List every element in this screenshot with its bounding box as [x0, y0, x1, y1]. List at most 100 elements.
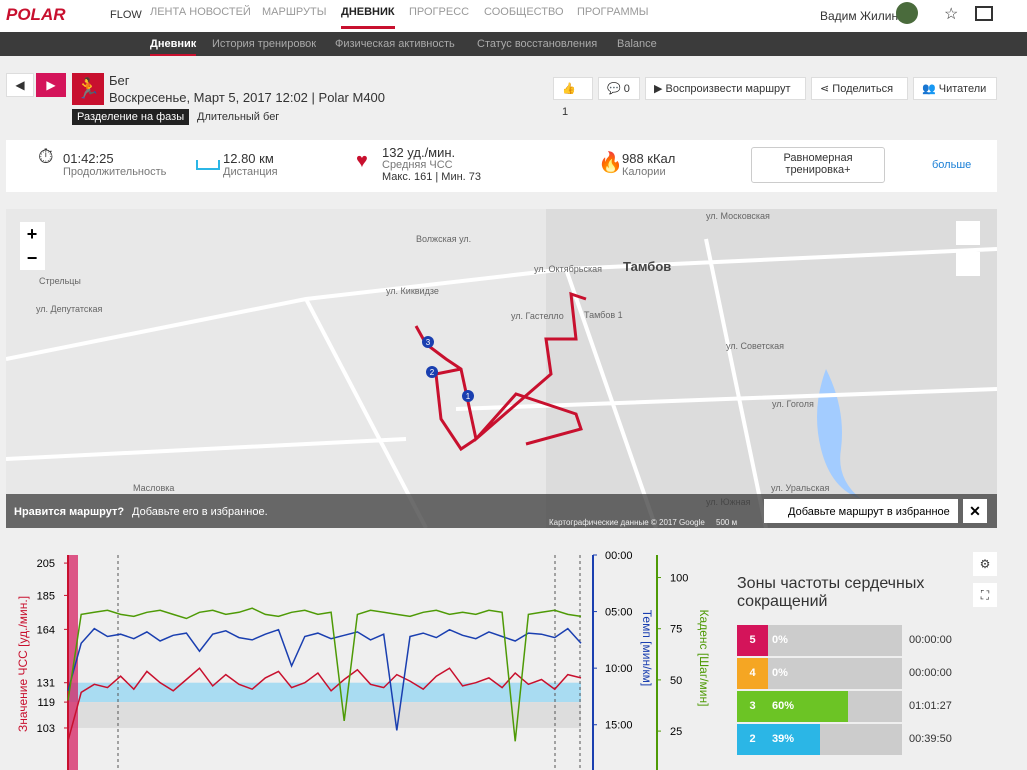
nav-item[interactable]: ПРОГРЕСС — [409, 6, 470, 18]
duration-label: Продолжительность — [63, 166, 167, 178]
zones-title: Зоны частоты сердечных сокращений — [737, 575, 925, 610]
map-label: ул. Гастелло — [511, 311, 564, 321]
banner-text: Добавьте его в избранное. — [132, 506, 268, 518]
comment-button[interactable]: 💬 0 — [598, 77, 640, 100]
chat-icon[interactable] — [975, 6, 993, 21]
next-button[interactable]: ▶ — [36, 73, 66, 97]
comments: 0 — [623, 83, 630, 95]
hr-tick-label: 103 — [37, 723, 55, 735]
cadence-tick-label: 100 — [670, 573, 688, 585]
pager: ◀ ▶ — [6, 73, 66, 97]
hr-tick-label: 131 — [37, 678, 55, 690]
close-icon: ✕ — [969, 503, 981, 519]
hr-tick-label: 185 — [37, 590, 55, 602]
sub-nav-item[interactable]: Balance — [617, 38, 657, 50]
map-label: Тамбов 1 — [584, 310, 623, 320]
logo[interactable]: POLAR — [6, 5, 66, 24]
zone-time: 00:00:00 — [909, 634, 952, 646]
date: Воскресенье, Март 5, 2017 12:02 | Polar … — [109, 90, 386, 105]
product: FLOW — [110, 9, 142, 21]
likes: 1 — [562, 106, 569, 118]
zone-number: 4 — [737, 658, 768, 689]
hr-min: Мин. 73 — [441, 171, 482, 183]
share-button[interactable]: ⋖ Поделиться — [811, 77, 908, 100]
nav-item[interactable]: МАРШРУТЫ — [262, 6, 327, 18]
sport-icon: 🏃 — [72, 73, 104, 105]
nav-item[interactable]: СООБЩЕСТВО — [484, 6, 564, 18]
nav-item[interactable]: ПРОГРАММЫ — [577, 6, 649, 18]
summary: ⏱ 01:42:25 Продолжительность 12.80 км Ди… — [6, 140, 997, 192]
close-button[interactable] — [963, 499, 987, 523]
route-marker — [462, 390, 474, 402]
map[interactable]: Тамбов Стрельцы Масловка ул. Октябрьская ул.… — [6, 209, 997, 528]
map-label: ул. Депутатская — [36, 304, 103, 314]
nav-item[interactable]: ДНЕВНИК — [341, 6, 395, 29]
zone-bar — [768, 724, 821, 755]
distance-label: Дистанция — [223, 166, 278, 178]
star-icon[interactable]: ☆ — [944, 6, 959, 23]
route-marker — [422, 336, 434, 348]
replay-button[interactable]: ▶ Воспроизвести маршрут — [645, 77, 806, 100]
hr-label: Средняя ЧСС — [382, 159, 453, 171]
map-label: Волжская ул. — [416, 234, 471, 244]
prev-button[interactable]: ◀ — [6, 73, 34, 97]
calories: 988 кКал — [622, 151, 676, 166]
hr: 132 уд./мин. — [382, 145, 456, 160]
replay-label: Воспроизвести маршрут — [665, 83, 791, 95]
sub-nav: Дневник История тренировок Физическая акти… — [0, 32, 1027, 56]
followers-button[interactable]: 👥 Читатели — [913, 77, 997, 100]
pace-tick-label: 10:00 — [605, 663, 633, 675]
zoom-out[interactable]: − — [27, 248, 38, 268]
avatar[interactable] — [896, 2, 918, 24]
phase: Длительный бег — [197, 111, 280, 123]
banner-question: Нравится маршрут? — [14, 506, 124, 518]
pace-axis-label: Темп [мин/км] — [640, 610, 654, 687]
cadence-tick-label: 75 — [670, 624, 682, 636]
copyright: Картографические данные © 2017 Google — [549, 518, 705, 527]
cadence-axis-label: Каденс [Шаг/мин] — [697, 610, 711, 707]
pace-tick-label: 00:00 — [605, 550, 633, 562]
zone-band — [68, 682, 581, 703]
route-marker-label: 3 — [426, 338, 431, 347]
heart-icon: ♥ — [356, 150, 368, 172]
user-name[interactable]: Вадим Жилин — [820, 9, 899, 23]
cadence-tick-label: 25 — [670, 726, 682, 738]
like-button[interactable]: 👍 1 — [553, 77, 593, 118]
more-link[interactable]: больше — [932, 159, 972, 171]
nav-item[interactable]: ЛЕНТА НОВОСТЕЙ — [150, 6, 251, 18]
hr-line — [67, 667, 582, 742]
device: Polar M400 — [318, 90, 386, 105]
hr-tick-label: 164 — [37, 624, 55, 636]
pace-line — [67, 627, 582, 731]
map-label: Тамбов — [623, 259, 671, 274]
hr-tick-label: 119 — [37, 697, 55, 709]
zone-number: 2 — [737, 724, 768, 755]
timer-icon: ⏱ — [38, 146, 54, 168]
hr-max: Макс. 161 — [382, 171, 433, 183]
chart-fullscreen[interactable]: ⛶ — [973, 583, 997, 607]
distance-icon — [196, 160, 220, 170]
zone-bar — [768, 691, 849, 722]
locate-button[interactable] — [956, 221, 980, 245]
cadence-line — [67, 607, 582, 742]
map-label: ул. Уральская — [771, 483, 829, 493]
flame-icon: 🔥 — [598, 152, 623, 174]
fullscreen-button[interactable] — [956, 252, 980, 276]
zone-time: 00:00:00 — [909, 667, 952, 679]
sub-nav-item[interactable]: Дневник — [150, 38, 197, 56]
benefit[interactable]: Равномерная тренировка+ — [751, 147, 885, 183]
cadence-tick-label: 50 — [670, 675, 682, 687]
sub-nav-item[interactable]: Физическая активность — [335, 38, 455, 50]
chart-settings[interactable]: ⚙ — [973, 552, 997, 576]
zone-strip — [68, 555, 78, 770]
map-label: ул. Гоголя — [772, 399, 814, 409]
sub-nav-item[interactable]: История тренировок — [212, 38, 317, 50]
zoom-in[interactable]: + — [27, 224, 38, 244]
favorite-button[interactable] — [764, 499, 958, 523]
zone-percent: 60% — [772, 700, 795, 712]
followers-label: Читатели — [938, 83, 987, 95]
zone-percent: 0% — [772, 667, 788, 679]
sub-nav-item[interactable]: Статус восстановления — [477, 38, 598, 50]
zone-percent: 0% — [772, 634, 788, 646]
